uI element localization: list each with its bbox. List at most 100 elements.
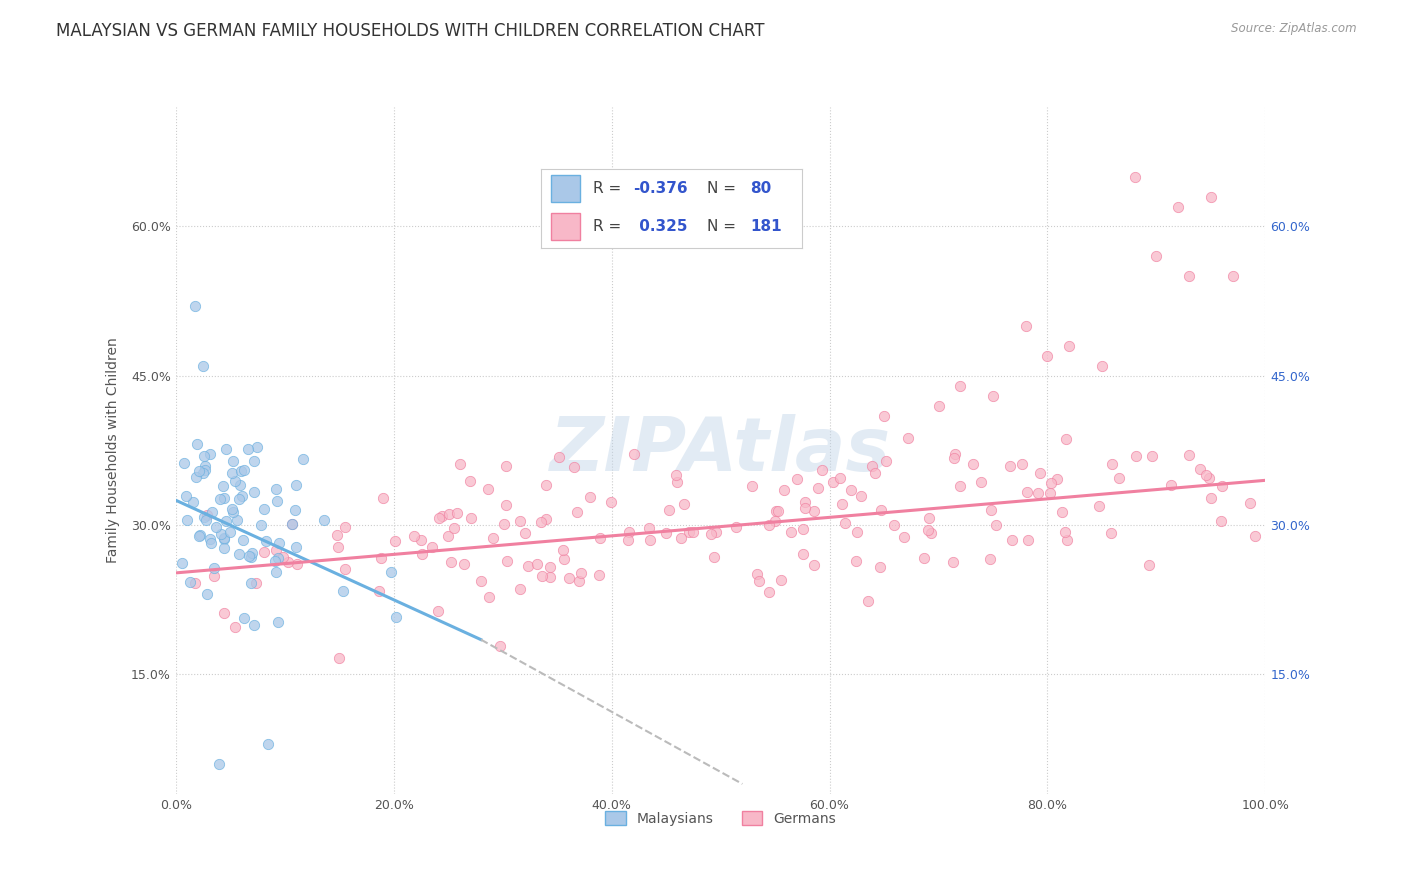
Point bbox=[1140, 450, 1163, 464]
Point bbox=[979, 551, 1001, 566]
Point bbox=[240, 576, 263, 591]
Point bbox=[470, 574, 492, 588]
Point bbox=[617, 533, 640, 547]
Point bbox=[233, 462, 256, 476]
Point bbox=[240, 550, 263, 565]
Point bbox=[228, 547, 250, 561]
Point bbox=[194, 459, 217, 474]
Point bbox=[509, 582, 531, 596]
Point bbox=[703, 549, 725, 564]
Point bbox=[232, 610, 254, 624]
Point bbox=[184, 299, 207, 313]
Point bbox=[949, 478, 972, 492]
Point bbox=[402, 529, 425, 543]
Point bbox=[226, 513, 249, 527]
Point bbox=[1144, 249, 1167, 263]
Point bbox=[1137, 558, 1160, 573]
Point bbox=[1039, 475, 1062, 490]
Point bbox=[1167, 200, 1189, 214]
Point bbox=[495, 459, 517, 474]
Point bbox=[980, 502, 1002, 516]
Point bbox=[869, 560, 891, 574]
Point bbox=[883, 517, 905, 532]
Point bbox=[219, 525, 242, 540]
Point bbox=[427, 510, 450, 524]
Point bbox=[174, 489, 197, 503]
Point bbox=[534, 478, 557, 492]
Point bbox=[682, 525, 704, 540]
Point bbox=[285, 557, 308, 571]
Text: N =: N = bbox=[707, 181, 741, 196]
Point bbox=[658, 502, 681, 516]
Point bbox=[266, 494, 288, 508]
Point bbox=[440, 555, 463, 569]
Point bbox=[538, 570, 561, 584]
Point bbox=[638, 533, 661, 548]
Y-axis label: Family Households with Children: Family Households with Children bbox=[105, 337, 120, 564]
Point bbox=[792, 547, 814, 561]
Point bbox=[568, 574, 591, 589]
Point bbox=[617, 524, 640, 539]
Point bbox=[443, 521, 465, 535]
Point bbox=[1054, 524, 1077, 539]
Text: 181: 181 bbox=[749, 219, 782, 234]
Point bbox=[370, 550, 392, 565]
Point bbox=[669, 532, 692, 546]
Point bbox=[430, 508, 453, 523]
Point bbox=[981, 389, 1004, 403]
Point bbox=[845, 554, 868, 568]
Point bbox=[538, 560, 561, 574]
Point bbox=[266, 542, 288, 557]
Point bbox=[1211, 478, 1233, 492]
Text: -0.376: -0.376 bbox=[634, 181, 689, 196]
Point bbox=[1244, 529, 1267, 543]
Point bbox=[228, 491, 250, 506]
Point bbox=[623, 447, 645, 461]
Point bbox=[1046, 472, 1069, 486]
Point bbox=[530, 569, 553, 583]
Point bbox=[1057, 339, 1080, 353]
Point bbox=[770, 573, 793, 587]
Point bbox=[579, 490, 602, 504]
Point bbox=[747, 566, 769, 581]
Point bbox=[515, 526, 537, 541]
Point bbox=[724, 519, 747, 533]
Point bbox=[201, 505, 224, 519]
Point bbox=[333, 519, 356, 533]
Point bbox=[1101, 457, 1123, 471]
Point bbox=[1195, 467, 1218, 482]
Point bbox=[928, 399, 950, 413]
Point bbox=[786, 472, 808, 486]
Point bbox=[896, 431, 918, 445]
Point bbox=[269, 536, 291, 550]
Point bbox=[380, 565, 402, 579]
Point bbox=[291, 451, 314, 466]
Point bbox=[194, 463, 217, 477]
Point bbox=[209, 527, 232, 541]
Point bbox=[846, 525, 869, 540]
Point bbox=[873, 409, 896, 423]
Point bbox=[530, 515, 553, 529]
Point bbox=[1199, 189, 1222, 203]
Point bbox=[1039, 486, 1062, 500]
Point bbox=[252, 502, 274, 516]
Point bbox=[1108, 471, 1130, 485]
Point bbox=[179, 574, 201, 589]
Text: R =: R = bbox=[593, 219, 626, 234]
Point bbox=[1001, 533, 1024, 547]
Point bbox=[821, 475, 844, 490]
Point bbox=[212, 541, 235, 555]
Point bbox=[409, 533, 432, 547]
Point bbox=[495, 498, 517, 512]
Text: 0.325: 0.325 bbox=[634, 219, 688, 234]
Point bbox=[212, 531, 235, 545]
Text: Source: ZipAtlas.com: Source: ZipAtlas.com bbox=[1232, 22, 1357, 36]
Point bbox=[453, 558, 475, 572]
Point bbox=[1211, 514, 1233, 528]
Point bbox=[943, 447, 966, 461]
Point bbox=[638, 521, 661, 535]
Point bbox=[184, 576, 207, 591]
Point bbox=[384, 610, 406, 624]
Point bbox=[221, 502, 243, 516]
Point bbox=[284, 503, 307, 517]
